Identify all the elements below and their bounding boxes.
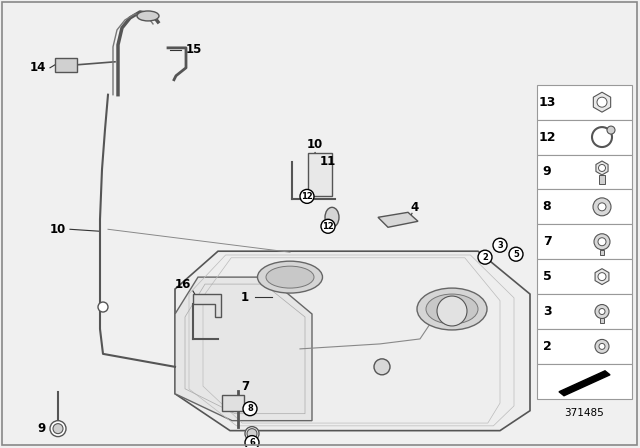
Ellipse shape [325, 207, 339, 227]
Text: 8: 8 [543, 200, 551, 213]
Bar [308, 152, 332, 196]
Circle shape [98, 302, 108, 312]
Text: 5: 5 [513, 250, 519, 258]
Text: 8: 8 [247, 404, 253, 413]
Text: 371485: 371485 [564, 408, 604, 418]
Polygon shape [175, 251, 530, 431]
Bar [537, 259, 632, 294]
Circle shape [50, 421, 66, 437]
Bar [537, 364, 632, 399]
Polygon shape [559, 371, 610, 396]
Circle shape [243, 402, 257, 416]
Text: 5: 5 [543, 270, 552, 283]
Text: 6: 6 [249, 438, 255, 447]
Text: 15: 15 [186, 43, 202, 56]
Polygon shape [378, 212, 418, 227]
Bar [222, 395, 244, 411]
Circle shape [595, 305, 609, 319]
Ellipse shape [426, 294, 478, 324]
Circle shape [300, 190, 314, 203]
Polygon shape [593, 92, 611, 112]
Polygon shape [175, 277, 312, 421]
Circle shape [598, 203, 606, 211]
Bar [537, 294, 632, 329]
Ellipse shape [266, 266, 314, 288]
Text: 12: 12 [322, 222, 334, 231]
Text: 7: 7 [543, 235, 552, 248]
Bar [537, 224, 632, 259]
Text: 3: 3 [497, 241, 503, 250]
Text: 9: 9 [543, 165, 551, 178]
Ellipse shape [137, 11, 159, 21]
Bar [537, 190, 632, 224]
Bar [600, 250, 604, 255]
Text: 4: 4 [411, 201, 419, 214]
Text: 7: 7 [241, 380, 249, 393]
Text: 10: 10 [307, 138, 323, 151]
Text: 14: 14 [30, 61, 46, 74]
Circle shape [607, 126, 615, 134]
Polygon shape [595, 269, 609, 284]
Text: 12: 12 [301, 192, 313, 201]
Bar [537, 85, 632, 120]
Circle shape [599, 344, 605, 349]
Ellipse shape [417, 288, 487, 330]
Circle shape [509, 247, 523, 261]
Text: 3: 3 [543, 305, 551, 318]
Bar [537, 329, 632, 364]
Text: 9: 9 [38, 422, 46, 435]
Polygon shape [193, 294, 221, 317]
Bar [537, 120, 632, 155]
Circle shape [53, 424, 63, 434]
Circle shape [598, 164, 605, 172]
Bar [537, 155, 632, 190]
Circle shape [594, 234, 610, 250]
Circle shape [374, 359, 390, 375]
Circle shape [598, 273, 606, 280]
Circle shape [493, 238, 507, 252]
Text: 1: 1 [241, 291, 249, 304]
Text: 16: 16 [175, 278, 191, 291]
Circle shape [247, 429, 257, 439]
Polygon shape [596, 161, 608, 175]
Circle shape [593, 198, 611, 216]
Ellipse shape [257, 261, 323, 293]
Text: 13: 13 [538, 96, 556, 109]
Circle shape [437, 296, 467, 326]
Text: 2: 2 [482, 253, 488, 262]
Bar [599, 175, 605, 184]
Text: 12: 12 [538, 130, 556, 143]
Text: 10: 10 [50, 223, 66, 236]
Circle shape [595, 340, 609, 353]
Text: 11: 11 [320, 155, 336, 168]
Circle shape [599, 309, 605, 314]
Circle shape [321, 220, 335, 233]
Circle shape [245, 426, 259, 440]
Bar [55, 58, 77, 72]
Circle shape [478, 250, 492, 264]
Circle shape [598, 238, 606, 246]
Bar [600, 319, 604, 323]
Text: 2: 2 [543, 340, 552, 353]
Circle shape [597, 97, 607, 107]
Circle shape [245, 435, 259, 448]
